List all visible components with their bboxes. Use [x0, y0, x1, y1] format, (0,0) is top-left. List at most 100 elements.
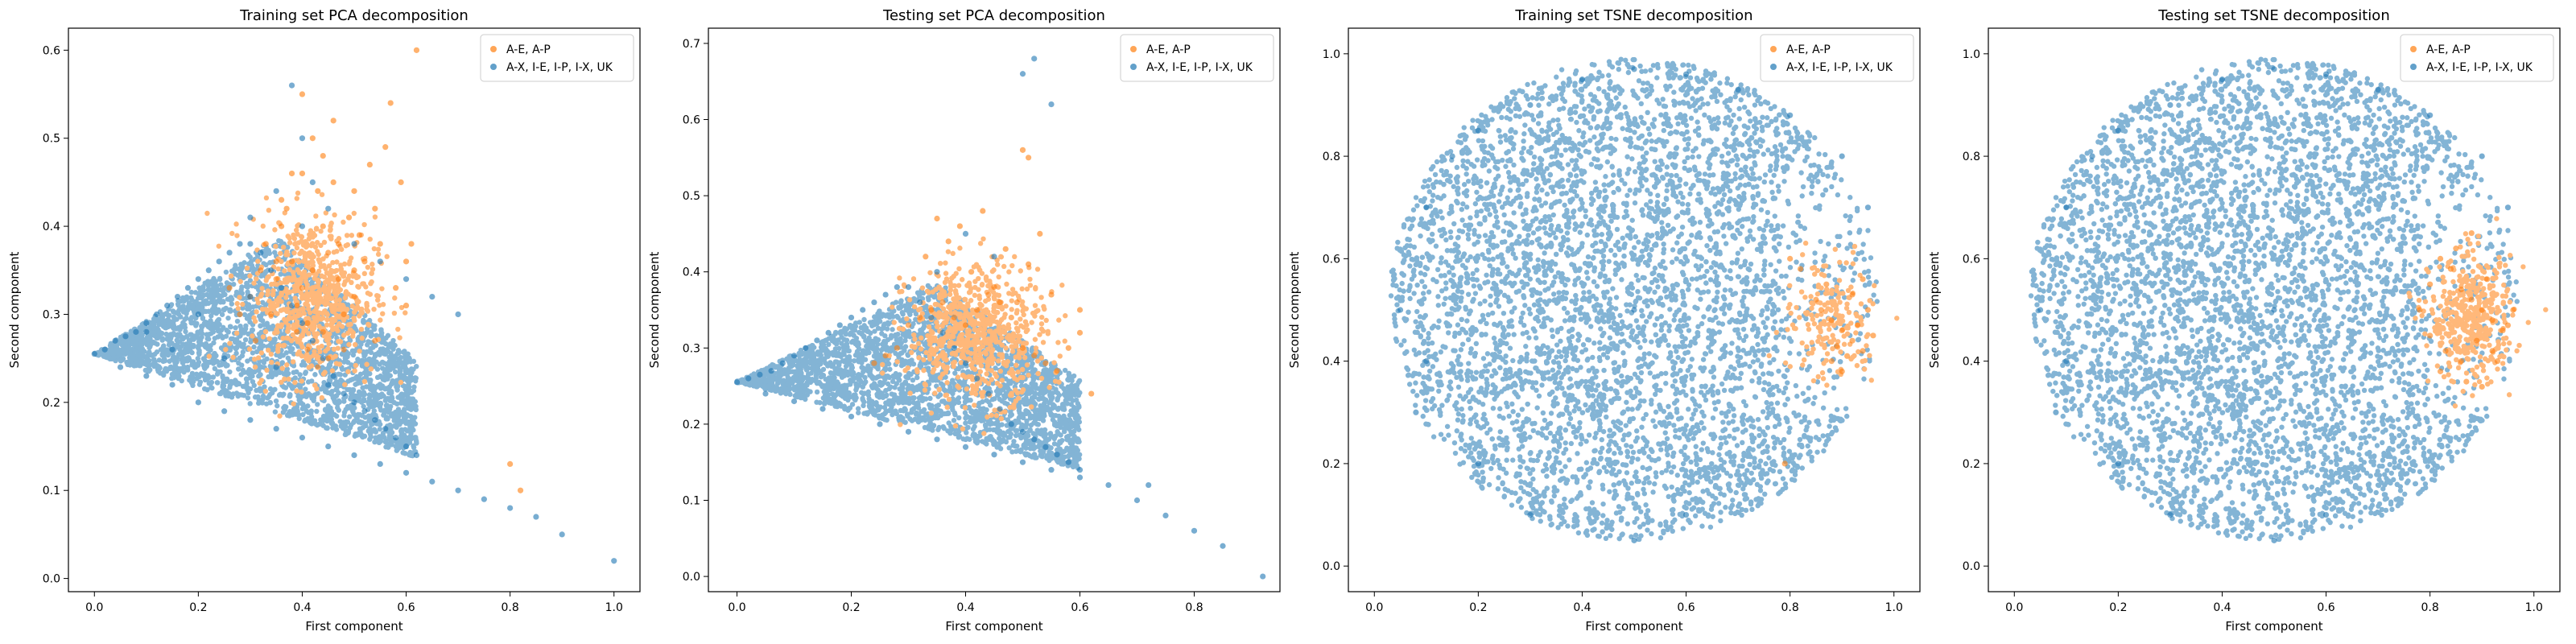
series-2: [91, 82, 617, 564]
orange-cloud-point: [341, 317, 347, 324]
orange-cloud-point: [334, 259, 340, 265]
orange-cloud-point: [316, 268, 322, 275]
orange-cloud-point: [333, 361, 340, 366]
orange-cloud-point: [339, 270, 345, 276]
blue-cloud-point: [277, 369, 283, 376]
blue-cloud-point: [320, 383, 327, 390]
orange-cloud-point: [285, 328, 291, 334]
blue-cloud-point: [361, 353, 367, 359]
orange-cloud-point: [379, 286, 385, 291]
blue-cloud-point: [275, 402, 280, 409]
blue-cloud-point: [235, 272, 241, 279]
orange-cloud-point: [311, 325, 317, 331]
data-point: [372, 417, 378, 423]
blue-cloud-point: [365, 369, 370, 376]
orange-cloud-point: [365, 308, 371, 314]
orange-cloud-point: [312, 315, 317, 320]
data-point: [288, 82, 295, 89]
orange-cloud-point: [351, 210, 357, 217]
blue-cloud-point: [176, 308, 182, 313]
orange-cloud-point: [275, 346, 281, 352]
blue-cloud-point: [823, 397, 829, 402]
blue-cloud-point: [180, 309, 187, 315]
data-point: [382, 426, 389, 432]
blue-cloud-point: [273, 398, 279, 404]
blue-cloud-point: [221, 288, 226, 295]
orange-cloud-point: [319, 273, 324, 279]
blue-cloud-point: [401, 432, 407, 438]
orange-cloud-point: [290, 359, 296, 365]
orange-cloud-point: [321, 239, 328, 246]
orange-cloud-point: [304, 298, 311, 303]
blue-cloud-point: [221, 383, 227, 389]
orange-cloud-point: [294, 245, 300, 251]
blue-cloud-point: [218, 282, 224, 287]
orange-cloud-point: [299, 238, 304, 244]
orange-cloud-point: [233, 330, 240, 336]
blue-cloud-point: [286, 381, 292, 387]
blue-cloud-point: [391, 423, 397, 429]
data-point: [273, 188, 279, 194]
blue-cloud-point: [364, 349, 369, 355]
blue-cloud-point: [411, 388, 417, 394]
orange-cloud-point: [291, 270, 296, 275]
data-point: [377, 258, 383, 265]
blue-cloud-point: [114, 344, 119, 349]
orange-cloud-point: [287, 235, 292, 242]
blue-cloud-point: [266, 250, 273, 256]
orange-cloud-point: [398, 379, 404, 386]
orange-cloud-point: [293, 241, 299, 246]
blue-cloud-point: [312, 392, 318, 398]
blue-cloud-point: [247, 401, 253, 407]
orange-cloud-point: [397, 335, 402, 341]
orange-cloud-point: [312, 308, 317, 315]
blue-cloud-point: [206, 360, 213, 365]
blue-cloud-point: [353, 325, 358, 332]
orange-cloud-point: [326, 263, 332, 269]
blue-cloud-point: [413, 375, 419, 382]
blue-cloud-point: [266, 374, 271, 380]
blue-cloud-point: [872, 314, 877, 320]
data-point: [429, 478, 436, 485]
blue-cloud-point: [350, 352, 357, 358]
blue-cloud-point: [175, 332, 181, 337]
blue-cloud-point: [1036, 396, 1042, 402]
blue-cloud-point: [246, 303, 251, 309]
orange-cloud-point: [312, 296, 317, 302]
legend-label: A-X, I-E, I-P, I-X, UK: [506, 61, 613, 74]
blue-cloud-point: [228, 336, 234, 342]
blue-cloud-point: [395, 407, 402, 412]
blue-cloud-point: [382, 398, 388, 403]
blue-cloud-point: [228, 297, 233, 303]
blue-cloud-point: [161, 343, 167, 349]
orange-cloud-point: [235, 306, 242, 312]
blue-cloud-point: [264, 320, 270, 326]
blue-cloud-point: [281, 384, 287, 390]
blue-cloud-point: [260, 299, 266, 305]
blue-cloud-point: [409, 425, 415, 431]
blue-cloud-point: [952, 370, 958, 376]
blue-cloud-point: [247, 278, 254, 283]
orange-cloud-point: [312, 349, 317, 354]
blue-cloud-point: [366, 356, 372, 362]
blue-cloud-point: [179, 357, 184, 362]
data-point: [372, 205, 378, 212]
data-point: [351, 399, 357, 406]
orange-cloud-point: [338, 266, 344, 272]
blue-cloud-point: [365, 329, 370, 336]
blue-cloud-point: [371, 361, 377, 367]
orange-cloud-point: [279, 365, 286, 371]
blue-cloud-point: [314, 408, 320, 415]
orange-cloud-point: [342, 279, 348, 285]
orange-cloud-point: [306, 236, 312, 242]
blue-cloud-point: [358, 359, 364, 365]
orange-cloud-point: [344, 233, 350, 238]
orange-cloud-point: [272, 227, 278, 233]
blue-cloud-point: [217, 299, 224, 305]
data-point: [226, 285, 233, 291]
orange-cloud-point: [402, 310, 408, 316]
blue-cloud-point: [218, 328, 225, 333]
data-point: [169, 382, 175, 388]
orange-cloud-point: [345, 291, 351, 297]
blue-cloud-point: [343, 431, 349, 437]
